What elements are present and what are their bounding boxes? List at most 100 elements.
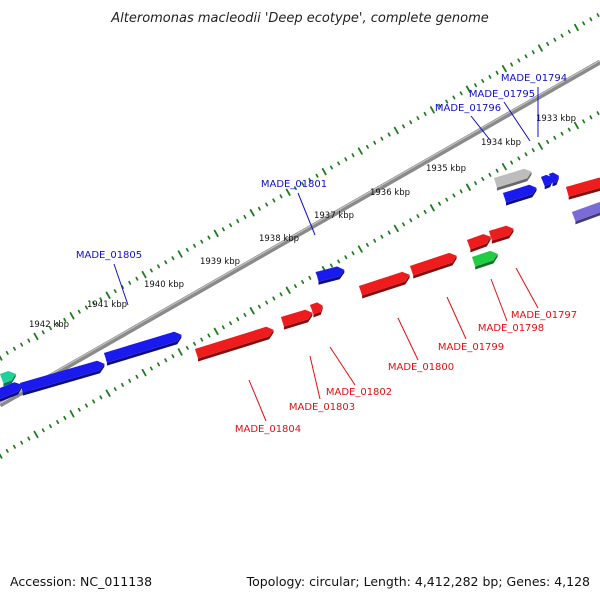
gene-features — [0, 168, 600, 402]
lower-tick — [141, 368, 147, 377]
gene-red-01803 — [281, 309, 313, 330]
reverse-gene-label[interactable]: MADE_01797 — [511, 310, 577, 321]
lower-tick — [41, 428, 45, 433]
gene-red-01804 — [195, 326, 274, 362]
reverse-leader-line — [329, 346, 356, 386]
upper-tick — [365, 144, 369, 149]
reverse-gene-label[interactable]: MADE_01803 — [289, 402, 355, 413]
kbp-tick-label: 1940 kbp — [144, 280, 184, 290]
lower-tick — [63, 415, 67, 420]
lower-tick — [207, 333, 211, 338]
lower-tick — [105, 389, 111, 397]
upper-tick — [474, 83, 478, 88]
lower-tick — [92, 399, 96, 404]
upper-tick — [41, 330, 45, 335]
upper-tick — [402, 124, 406, 129]
forward-gene-label[interactable]: MADE_01796 — [435, 103, 501, 114]
lower-tick — [135, 374, 139, 379]
reverse-gene-label[interactable]: MADE_01799 — [438, 342, 504, 353]
upper-tick — [393, 126, 399, 135]
lower-tick — [501, 162, 507, 171]
gene-blue-01796 — [503, 184, 537, 206]
lower-tick — [531, 148, 535, 153]
forward-gene-label[interactable]: MADE_01794 — [501, 73, 567, 84]
reverse-leader-line — [248, 379, 267, 422]
lower-tick — [387, 230, 391, 235]
upper-tick — [63, 317, 67, 322]
gene-red-01802 — [310, 302, 323, 318]
lower-tick — [213, 327, 219, 336]
lower-tick — [465, 183, 471, 191]
genome-backbone — [0, 59, 600, 408]
upper-tick — [465, 85, 471, 93]
reverse-leader-line — [490, 278, 508, 322]
lower-tick — [438, 201, 442, 206]
upper-tick — [495, 70, 499, 75]
forward-leader-line — [503, 101, 531, 142]
upper-tick — [285, 188, 291, 196]
forward-gene-label[interactable]: MADE_01805 — [76, 250, 142, 261]
upper-tick — [177, 250, 183, 258]
upper-tick — [149, 268, 153, 273]
lower-tick — [459, 189, 463, 194]
upper-tick — [48, 326, 52, 331]
upper-tick — [236, 219, 240, 224]
accession-text: Accession: NC_011138 — [10, 574, 152, 589]
upper-tick — [429, 106, 435, 114]
gene-red-01798a — [467, 234, 491, 253]
lower-tick — [257, 304, 261, 309]
lower-tick — [272, 296, 276, 301]
lower-tick — [308, 275, 312, 280]
forward-leader-line — [113, 263, 129, 306]
reverse-gene-label[interactable]: MADE_01800 — [388, 362, 454, 373]
reverse-leader-line — [397, 317, 419, 361]
upper-tick — [12, 346, 16, 351]
forward-gene-label[interactable]: MADE_01801 — [261, 179, 327, 190]
upper-tick — [380, 136, 384, 141]
upper-tick — [553, 37, 557, 42]
reverse-gene-label[interactable]: MADE_01804 — [235, 424, 301, 435]
upper-tick — [517, 58, 521, 63]
lower-tick — [452, 193, 456, 198]
lower-tick — [409, 218, 413, 223]
upper-tick — [321, 167, 327, 176]
upper-tick — [546, 41, 550, 46]
upper-tick — [27, 338, 31, 343]
forward-leader-line — [470, 115, 491, 141]
upper-tick — [582, 21, 586, 26]
kbp-tick-label: 1936 kbp — [370, 188, 410, 198]
upper-tick — [560, 33, 564, 38]
forward-gene-label[interactable]: MADE_01795 — [469, 89, 535, 100]
upper-tick — [567, 29, 571, 34]
lower-tick — [337, 259, 341, 264]
reverse-gene-label[interactable]: MADE_01802 — [326, 387, 392, 398]
lower-tick — [344, 255, 348, 260]
gene-labels: 1933 kbp 1934 kbp 1935 kbp 1936 kbp 1937 kbp… — [29, 73, 577, 435]
upper-tick — [221, 227, 225, 232]
backbone-line — [0, 59, 600, 408]
lower-tick — [365, 242, 369, 247]
upper-tick — [409, 120, 413, 125]
upper-tick — [135, 276, 139, 281]
upper-tick — [207, 235, 211, 240]
lower-tick — [380, 234, 384, 239]
reverse-leader-line — [309, 355, 321, 400]
lower-tick — [113, 387, 117, 392]
lower-tick — [416, 214, 420, 219]
upper-tick — [77, 309, 81, 314]
gene-blue-01805b — [104, 331, 182, 366]
gene-blue-01806 — [0, 382, 22, 402]
lower-tick — [185, 345, 189, 350]
lower-tick — [517, 156, 521, 161]
reverse-gene-label[interactable]: MADE_01798 — [478, 323, 544, 334]
lower-tick — [20, 440, 24, 445]
lower-tick — [393, 224, 399, 233]
upper-tick — [20, 342, 24, 347]
lower-tick — [77, 407, 81, 412]
upper-tick — [229, 223, 233, 228]
gene-blue-01794 — [549, 172, 559, 187]
kbp-tick-label: 1934 kbp — [481, 138, 521, 148]
gene-red-01797 — [566, 177, 600, 200]
